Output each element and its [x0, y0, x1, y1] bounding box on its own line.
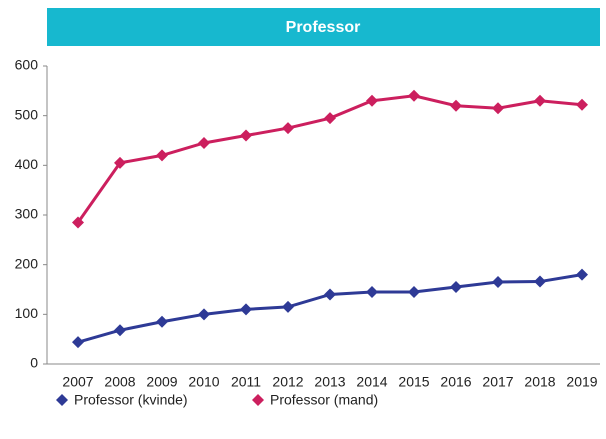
x-tick-label: 2013 — [314, 374, 345, 390]
legend-marker — [252, 394, 264, 406]
x-tick-label: 2007 — [62, 374, 93, 390]
data-point — [114, 324, 126, 337]
legend-marker — [56, 394, 68, 406]
x-tick-label: 2008 — [104, 374, 135, 390]
title-banner — [47, 8, 600, 46]
x-tick-label: 2015 — [398, 374, 429, 390]
y-tick-label: 300 — [15, 206, 39, 222]
y-tick-label: 400 — [15, 156, 39, 172]
x-tick-label: 2014 — [356, 374, 387, 390]
data-point — [576, 268, 588, 281]
legend-label: Professor (kvinde) — [74, 392, 188, 408]
y-tick-label: 0 — [30, 355, 38, 371]
x-tick-label: 2009 — [146, 374, 177, 390]
data-point — [240, 129, 252, 142]
x-tick-label: 2016 — [440, 374, 471, 390]
data-point — [114, 156, 126, 169]
y-tick-label: 200 — [15, 255, 39, 271]
data-point — [240, 303, 252, 316]
data-point — [408, 89, 420, 102]
data-point — [534, 275, 546, 288]
legend-label: Professor (mand) — [270, 392, 378, 408]
x-tick-label: 2010 — [188, 374, 219, 390]
x-tick-label: 2019 — [566, 374, 597, 390]
data-point — [282, 122, 294, 135]
data-point — [450, 281, 462, 294]
chart-title: Professor — [286, 19, 361, 36]
x-tick-label: 2018 — [524, 374, 555, 390]
data-point — [198, 136, 210, 149]
data-point — [492, 102, 504, 115]
data-point — [72, 216, 84, 229]
data-point — [492, 276, 504, 289]
data-point — [324, 112, 336, 125]
series-line — [77, 273, 583, 344]
data-point — [72, 336, 84, 349]
data-point — [576, 98, 588, 111]
data-point — [366, 94, 378, 107]
y-tick-label: 600 — [15, 57, 39, 73]
x-tick-label: 2017 — [482, 374, 513, 390]
data-point — [450, 99, 462, 112]
y-tick-label: 500 — [15, 106, 39, 122]
data-point — [534, 94, 546, 107]
x-tick-label: 2011 — [231, 374, 261, 390]
data-point — [156, 149, 168, 162]
data-point — [408, 285, 420, 298]
x-tick-label: 2012 — [272, 374, 303, 390]
y-tick-label: 100 — [15, 305, 39, 321]
data-point — [198, 308, 210, 321]
data-point — [282, 300, 294, 313]
data-point — [324, 288, 336, 301]
data-point — [156, 315, 168, 328]
data-point — [366, 285, 378, 298]
